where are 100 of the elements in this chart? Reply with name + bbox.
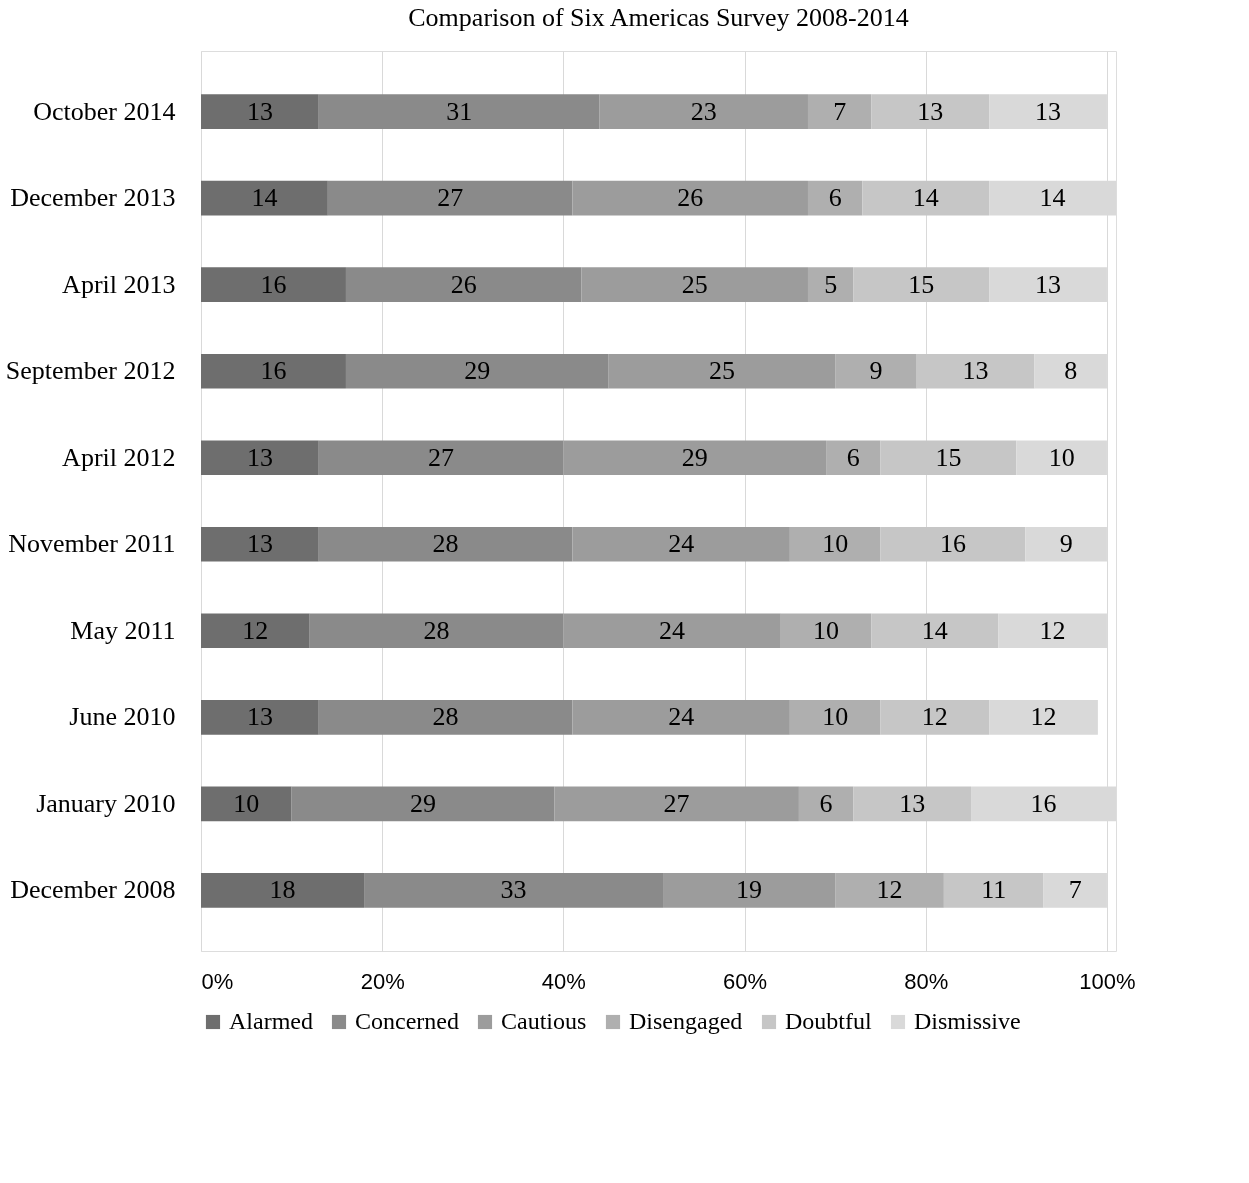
data-label: 14 (921, 615, 948, 645)
legend-label: Disengaged (629, 1008, 743, 1034)
bar (880, 526, 1026, 562)
bar (989, 700, 1098, 735)
bar (853, 267, 990, 302)
data-label: 28 (432, 702, 459, 732)
bar (871, 613, 999, 649)
y-tick-label: September 2012 (5, 356, 176, 386)
legend-label: Dismissive (914, 1008, 1021, 1034)
data-label: 13 (246, 442, 273, 472)
data-label: 16 (260, 269, 287, 299)
x-tick-label: 0% (201, 968, 234, 994)
bar (318, 440, 564, 476)
bar (201, 440, 319, 476)
data-label: 13 (899, 788, 926, 818)
bar (608, 353, 836, 389)
y-tick-label: December 2008 (10, 875, 176, 905)
bar (345, 267, 582, 302)
bar (835, 873, 944, 908)
bar (880, 440, 1017, 476)
data-label: 14 (251, 183, 278, 213)
data-label: 10 (1048, 442, 1075, 472)
data-label: 11 (981, 875, 1007, 905)
bar (862, 180, 990, 216)
data-label: 13 (917, 96, 944, 126)
data-label: 12 (921, 702, 948, 732)
y-tick-label: June 2010 (69, 702, 176, 732)
data-label: 27 (437, 183, 464, 213)
bar (572, 700, 790, 735)
bar (291, 786, 555, 822)
data-label: 9 (869, 356, 883, 386)
data-label: 14 (912, 183, 939, 213)
data-label: 15 (935, 442, 962, 472)
data-label: 12 (876, 875, 903, 905)
bar (201, 353, 346, 389)
data-label: 13 (1035, 269, 1062, 299)
data-label: 16 (1030, 788, 1057, 818)
bar (201, 873, 365, 908)
data-label: 6 (828, 183, 842, 213)
bar (572, 526, 790, 562)
data-label: 19 (736, 875, 763, 905)
data-label: 29 (681, 442, 708, 472)
bar (943, 873, 1044, 908)
bar (916, 353, 1035, 389)
data-label: 13 (246, 702, 273, 732)
y-tick-label: April 2013 (62, 269, 176, 299)
data-label: 29 (464, 356, 491, 386)
bar (318, 700, 573, 735)
bar (563, 440, 827, 476)
x-tick-label: 100% (1079, 968, 1136, 994)
data-label: 26 (677, 183, 704, 213)
bar (201, 786, 292, 822)
bar (572, 180, 808, 216)
bar (201, 94, 319, 129)
data-label: 7 (833, 96, 847, 126)
data-label: 6 (819, 788, 833, 818)
bar (581, 267, 808, 302)
bar (318, 94, 600, 129)
bar (364, 873, 664, 908)
x-tick-label: 20% (360, 968, 405, 994)
bar (807, 267, 854, 302)
data-label: 25 (708, 356, 735, 386)
data-label: 24 (659, 615, 686, 645)
data-label: 31 (446, 96, 473, 126)
bar (563, 613, 781, 649)
bar (871, 94, 990, 129)
data-label: 24 (668, 529, 695, 559)
data-label: 24 (668, 702, 695, 732)
data-label: 10 (813, 615, 840, 645)
y-tick-label: May 2011 (70, 615, 176, 645)
data-label: 13 (246, 96, 273, 126)
bar (201, 613, 310, 649)
data-label: 12 (1039, 615, 1066, 645)
legend-label: Concerned (355, 1008, 459, 1034)
bar (807, 94, 872, 129)
bar (201, 180, 328, 216)
y-tick-label: November 2011 (8, 529, 176, 559)
data-label: 33 (500, 875, 527, 905)
data-label: 12 (1030, 702, 1057, 732)
data-label: 18 (269, 875, 296, 905)
bar (835, 353, 917, 389)
y-tick-label: January 2010 (36, 788, 176, 818)
bar (345, 353, 609, 389)
data-label: 6 (846, 442, 860, 472)
legend-label: Alarmed (229, 1008, 313, 1034)
bar (780, 613, 872, 649)
data-label: 8 (1064, 356, 1078, 386)
bar (599, 94, 808, 129)
bar (663, 873, 836, 908)
data-label: 7 (1068, 875, 1082, 905)
y-tick-label: October 2014 (33, 96, 176, 126)
bar (826, 440, 881, 476)
bar (798, 786, 854, 822)
data-label: 23 (690, 96, 717, 126)
bar (309, 613, 564, 649)
data-label: 9 (1059, 529, 1073, 559)
data-label: 10 (822, 702, 849, 732)
data-label: 25 (681, 269, 708, 299)
data-label: 12 (242, 615, 269, 645)
data-label: 5 (824, 269, 838, 299)
